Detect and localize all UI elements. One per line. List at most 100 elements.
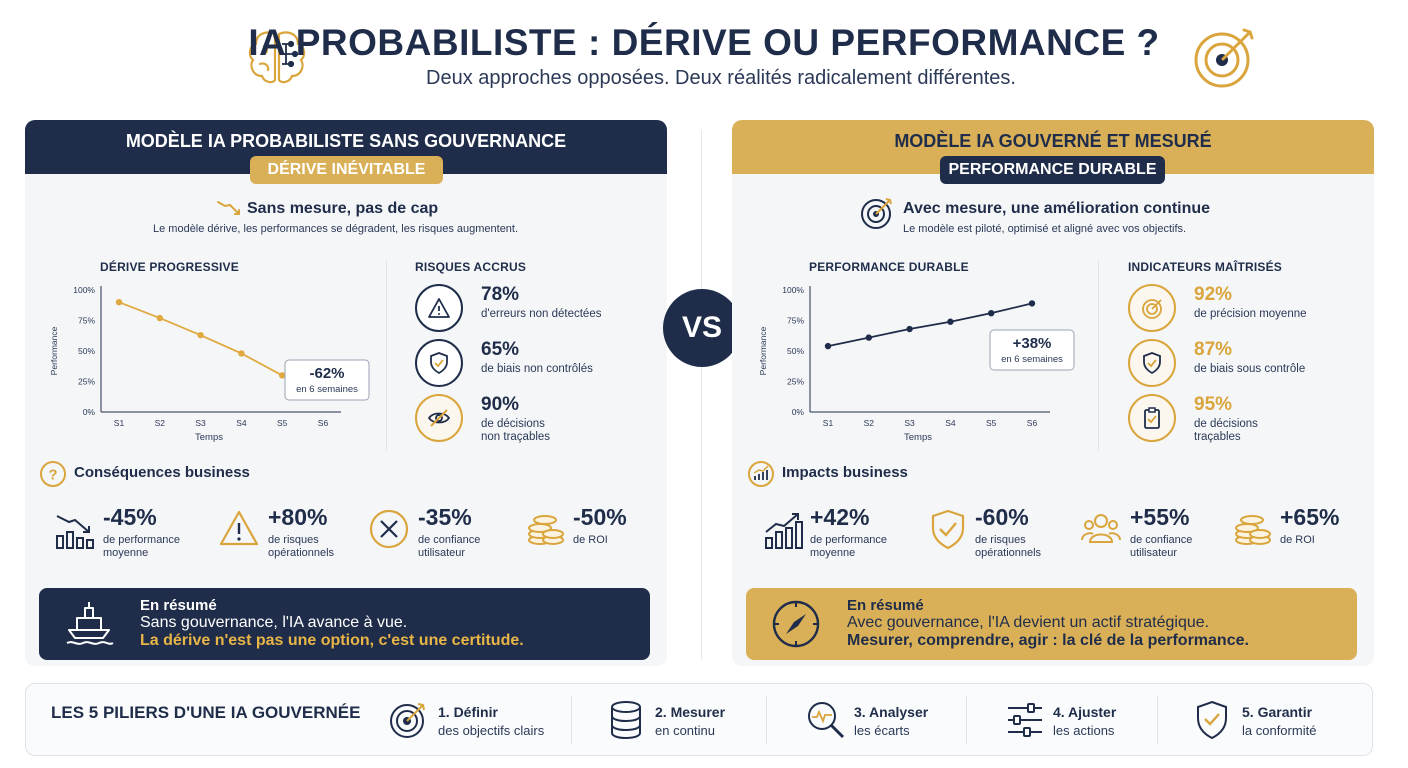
pillar-sub: la conformité xyxy=(1242,723,1317,738)
right-status-badge: PERFORMANCE DURABLE xyxy=(940,156,1165,184)
coins-icon xyxy=(1235,515,1271,545)
target-icon xyxy=(1142,299,1162,319)
left-panel: MODÈLE IA PROBABILISTE SANS GOUVERNANCE … xyxy=(25,120,667,666)
indicator-item: 87% de biais sous contrôle xyxy=(1128,339,1348,389)
pillar-title: 4. Ajuster xyxy=(1053,704,1117,720)
left-chart-ytick: 100% xyxy=(73,285,95,295)
shield-check-icon xyxy=(1197,700,1227,740)
right-indicators-heading: INDICATEURS MAÎTRISÉS xyxy=(1128,260,1282,274)
pillar-item: 5. Garantir la conformité xyxy=(1194,696,1354,744)
left-chart-data-point xyxy=(238,350,245,357)
right-business-heading: Impacts business xyxy=(782,464,908,481)
right-chart-xtick: S1 xyxy=(823,418,834,428)
growth-icon xyxy=(748,461,774,487)
risk-value: 78% xyxy=(481,284,520,305)
indicator-value: 92% xyxy=(1194,284,1233,305)
left-chart-ytick: 75% xyxy=(78,316,95,326)
warning-icon xyxy=(219,510,259,546)
chart-up-icon xyxy=(765,513,803,549)
risk-item: 90% de décisions non traçables xyxy=(415,394,635,454)
business-value: +55% xyxy=(1130,504,1190,530)
business-label: de ROI xyxy=(1280,534,1315,546)
right-summary-line1: Avec gouvernance, l'IA devient un actif … xyxy=(847,614,1210,631)
sliders-icon xyxy=(1008,703,1042,737)
business-label: de performance moyenne xyxy=(103,534,181,559)
left-chart-data-point xyxy=(197,331,204,339)
indicator-item: 95% de décisions traçables xyxy=(1128,394,1348,454)
indicator-label: de décisions traçables xyxy=(1194,418,1258,443)
shield-icon xyxy=(1143,352,1161,375)
indicator-icon-wrap xyxy=(1128,339,1176,387)
right-chart-xlabel: Temps xyxy=(904,432,932,443)
pillar-sub: les actions xyxy=(1053,723,1115,738)
business-label: de performance moyenne xyxy=(810,534,888,559)
business-value: -60% xyxy=(975,504,1029,530)
warning-icon xyxy=(428,298,450,318)
business-value: -35% xyxy=(418,504,472,530)
pillar-divider xyxy=(966,696,967,744)
right-section-desc: Le modèle est piloté, optimisé et aligné… xyxy=(903,223,1187,235)
center-divider xyxy=(701,130,702,660)
left-chart-xtick: S6 xyxy=(318,418,329,428)
right-chart-xtick: S6 xyxy=(1027,418,1038,428)
left-chart-data-point xyxy=(115,299,123,306)
trend-down-icon xyxy=(217,201,240,215)
risk-label: de biais non contrôlés xyxy=(481,363,593,375)
right-chart-ytick: 75% xyxy=(787,316,804,326)
coins-icon xyxy=(528,515,564,545)
right-panel-title: MODÈLE IA GOUVERNÉ ET MESURÉ xyxy=(894,131,1212,151)
page-title: IA PROBABILISTE : DÉRIVE OU PERFORMANCE … xyxy=(248,22,1160,63)
business-value: -50% xyxy=(573,504,627,530)
svg-text:?: ? xyxy=(48,467,57,484)
left-chart-ytick: 0% xyxy=(83,407,96,417)
left-chart-ylabel: Performance xyxy=(49,326,59,375)
business-label: de confiance utilisateur xyxy=(1130,534,1193,559)
left-chart-heading: DÉRIVE PROGRESSIVE xyxy=(100,260,239,274)
pillar-divider xyxy=(1157,696,1158,744)
pillar-sub: en continu xyxy=(655,723,715,738)
right-chart-ytick: 0% xyxy=(792,407,805,417)
left-chart-data-point xyxy=(156,314,163,322)
pillar-divider xyxy=(571,696,572,744)
right-chart-ytick: 100% xyxy=(782,285,804,295)
left-chart-ytick: 25% xyxy=(78,377,95,387)
vs-badge: VS xyxy=(663,289,741,367)
right-chart-callout xyxy=(989,329,1075,371)
right-summary: En résumé Avec gouvernance, l'IA devient… xyxy=(746,588,1357,660)
left-chart-callout xyxy=(284,359,370,401)
chart-down-icon xyxy=(56,515,94,549)
right-chart-callout-value: +38% xyxy=(1013,335,1052,352)
right-chart-ylabel: Performance xyxy=(758,326,768,375)
indicator-value: 95% xyxy=(1194,394,1233,415)
risk-value: 90% xyxy=(481,394,520,415)
right-chart-xtick: S3 xyxy=(904,418,915,428)
business-value: +42% xyxy=(810,504,870,530)
left-drift-chart: Performance 0% 25% 50% 75% 100% S1 S2 S3 S4 S5 S6 Te… xyxy=(49,285,370,443)
risk-icon-wrap xyxy=(415,284,463,332)
left-section-desc: Le modèle dérive, les performances se dé… xyxy=(153,223,519,235)
left-divider xyxy=(386,260,387,450)
left-chart-xtick: S4 xyxy=(236,418,247,428)
left-chart-xtick: S1 xyxy=(114,418,125,428)
left-chart-xtick: S3 xyxy=(195,418,206,428)
business-value: +65% xyxy=(1280,504,1340,530)
right-panel-header: MODÈLE IA GOUVERNÉ ET MESURÉ xyxy=(732,120,1374,174)
right-chart-ytick: 25% xyxy=(787,377,804,387)
business-value: -45% xyxy=(103,504,157,530)
shield-check-icon xyxy=(931,509,965,550)
pillar-title: 5. Garantir xyxy=(1242,704,1313,720)
right-section-title: Avec mesure, une amélioration continue xyxy=(903,200,1211,217)
indicator-label: de précision moyenne xyxy=(1194,308,1307,320)
right-chart-callout-label: en 6 semaines xyxy=(1001,354,1063,365)
x-circle-icon xyxy=(369,509,409,549)
left-chart-xlabel: Temps xyxy=(195,432,223,443)
pillar-divider xyxy=(766,696,767,744)
right-chart-xtick: S2 xyxy=(864,418,875,428)
left-chart-xtick: S2 xyxy=(155,418,166,428)
left-chart-xtick: S5 xyxy=(277,418,288,428)
risk-item: 65% de biais non contrôlés xyxy=(415,339,635,389)
pillar-sub: les écarts xyxy=(854,723,910,738)
left-section-title: Sans mesure, pas de cap xyxy=(247,200,439,217)
left-summary: En résumé Sans gouvernance, l'IA avance … xyxy=(39,588,650,660)
right-panel: MODÈLE IA GOUVERNÉ ET MESURÉ PERFORMANCE… xyxy=(732,120,1374,666)
